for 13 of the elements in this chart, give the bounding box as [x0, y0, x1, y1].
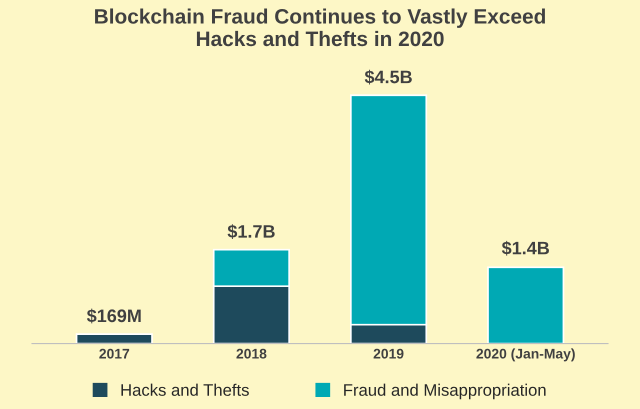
chart-title: Blockchain Fraud Continues to Vastly Exceed Hacks and Thefts in 2020	[95, 8, 545, 46]
x-tick-label: 2020 (Jan-May)	[476, 348, 575, 362]
x-tick-label: 2017	[99, 348, 130, 359]
annotation: $169M	[86, 308, 141, 324]
annotation: $1.4B	[502, 240, 549, 256]
legend-label: Hacks and Thefts	[121, 384, 249, 396]
x-tick-label: 2019	[374, 348, 404, 359]
bar	[487, 266, 564, 344]
annotation: $4.5B	[364, 70, 412, 84]
bar	[76, 333, 153, 344]
x-tick-label: 2018	[236, 348, 266, 359]
annotation: $1.7B	[228, 224, 275, 239]
legend-label: Fraud and Misappropriation	[344, 384, 546, 400]
